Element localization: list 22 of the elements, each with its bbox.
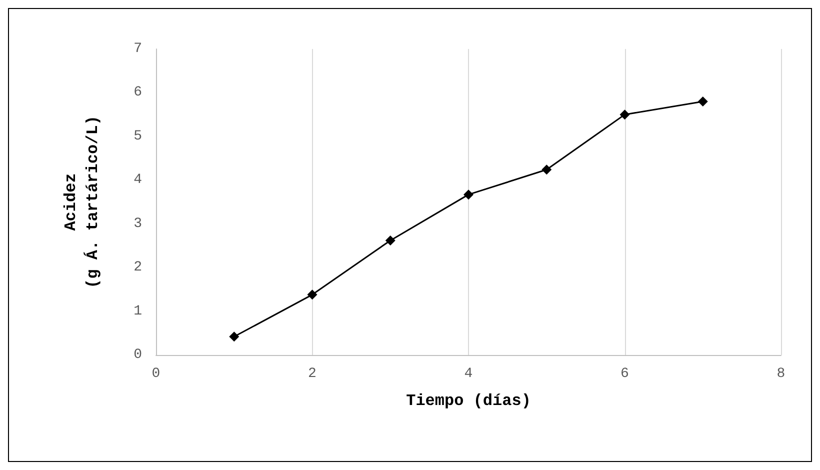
x-tick-label: 6 [620,366,629,382]
y-tick-label: 5 [134,128,142,144]
point [620,110,630,120]
x-tick-label: 4 [464,366,473,382]
y-tick-label: 2 [134,260,142,276]
point [698,96,708,106]
point [542,164,552,175]
y-tick-label: 0 [134,347,142,363]
y-axis-title: Acidez (g Á. tartárico/L) [62,116,102,288]
point [307,290,318,300]
y-tick-label: 1 [134,303,142,320]
x-axis-title: Tiempo (días) [406,392,531,410]
x-tick-label: 8 [776,366,786,382]
x-tick-label: 2 [308,366,316,382]
y-tick-label: 6 [134,84,142,101]
point [464,190,474,200]
y-tick-label: 4 [134,172,142,188]
y-tick-label: 7 [134,41,142,57]
x-tick-label: 0 [152,366,160,382]
point [385,235,396,246]
point [229,332,240,342]
y-tick-label: 3 [134,216,142,232]
